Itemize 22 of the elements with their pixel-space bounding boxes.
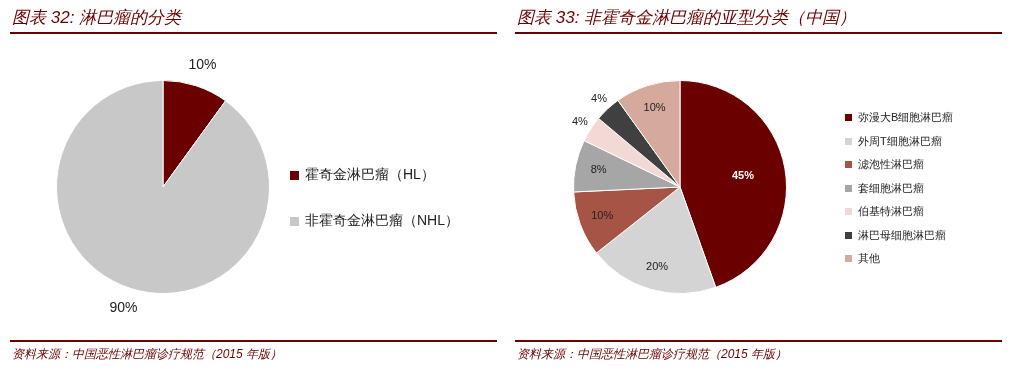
data-label: 4% xyxy=(591,92,608,105)
text: 资料来源：中国恶性淋巴瘤诊疗规范（2015 年版） xyxy=(517,346,788,363)
legend-label: 弥漫大B细胞淋巴瘤 xyxy=(858,110,954,126)
data-label: 90% xyxy=(109,299,138,316)
legend-label: 滤泡性淋巴瘤 xyxy=(858,157,924,173)
legend-label: 淋巴母细胞淋巴瘤 xyxy=(858,227,946,243)
legend-label: 外周T细胞淋巴瘤 xyxy=(858,133,942,149)
legend-label: 套细胞淋巴瘤 xyxy=(858,180,924,196)
text: 资料来源：中国恶性淋巴瘤诊疗规范（2015 年版） xyxy=(12,346,283,363)
legend-label: 非霍奇金淋巴瘤（NHL） xyxy=(305,212,460,230)
data-label: 10% xyxy=(188,56,217,73)
data-label: 8% xyxy=(590,163,607,176)
chart-title: 图表 33: 非霍奇金淋巴瘤的亚型分类（中国） xyxy=(517,7,857,29)
legend-label: 其他 xyxy=(858,251,880,267)
data-label: 45% xyxy=(731,169,755,182)
chart-title: 图表 32: 淋巴瘤的分类 xyxy=(12,7,182,29)
legend-label: 伯基特淋巴瘤 xyxy=(858,204,924,220)
data-label: 10% xyxy=(591,209,614,222)
data-label: 20% xyxy=(646,259,669,272)
data-label: 4% xyxy=(571,115,589,128)
legend-label: 霍奇金淋巴瘤（HL） xyxy=(305,166,435,184)
data-label: 10% xyxy=(643,100,666,113)
